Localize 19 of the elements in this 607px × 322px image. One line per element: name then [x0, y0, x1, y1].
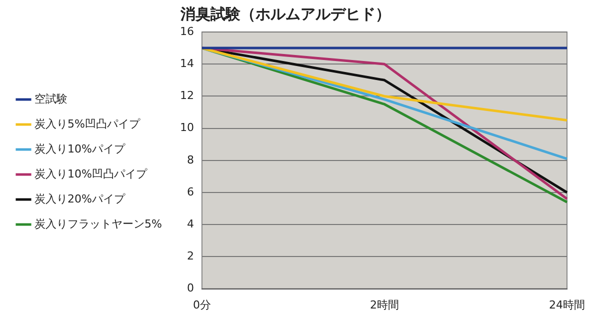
x-tick-label: 24時間	[549, 298, 585, 312]
chart-title: 消臭試験（ホルムアルデヒド）	[180, 4, 390, 23]
y-tick-label: 14	[180, 56, 194, 70]
y-tick-label: 16	[180, 24, 194, 38]
y-tick-label: 0	[186, 282, 194, 295]
legend-label: 炭入り10%凹凸パイプ	[34, 167, 148, 180]
legend-label: 炭入り20%パイプ	[34, 192, 126, 206]
x-tick-label: 2時間	[370, 298, 399, 312]
y-tick-label: 10	[180, 121, 194, 134]
y-tick-label: 12	[180, 89, 194, 102]
y-tick-label: 2	[186, 250, 194, 263]
y-tick-label: 8	[186, 153, 194, 166]
y-tick-label: 4	[186, 217, 194, 230]
legend-label: 炭入り5%凹凸パイプ	[34, 117, 141, 130]
legend-label: 空試験	[34, 92, 68, 106]
x-tick-label: 0分	[192, 298, 211, 312]
legend-label: 炭入り10%パイプ	[34, 142, 126, 156]
y-tick-label: 6	[186, 185, 194, 198]
legend-label: 炭入りフラットヤーン5%	[34, 217, 162, 230]
